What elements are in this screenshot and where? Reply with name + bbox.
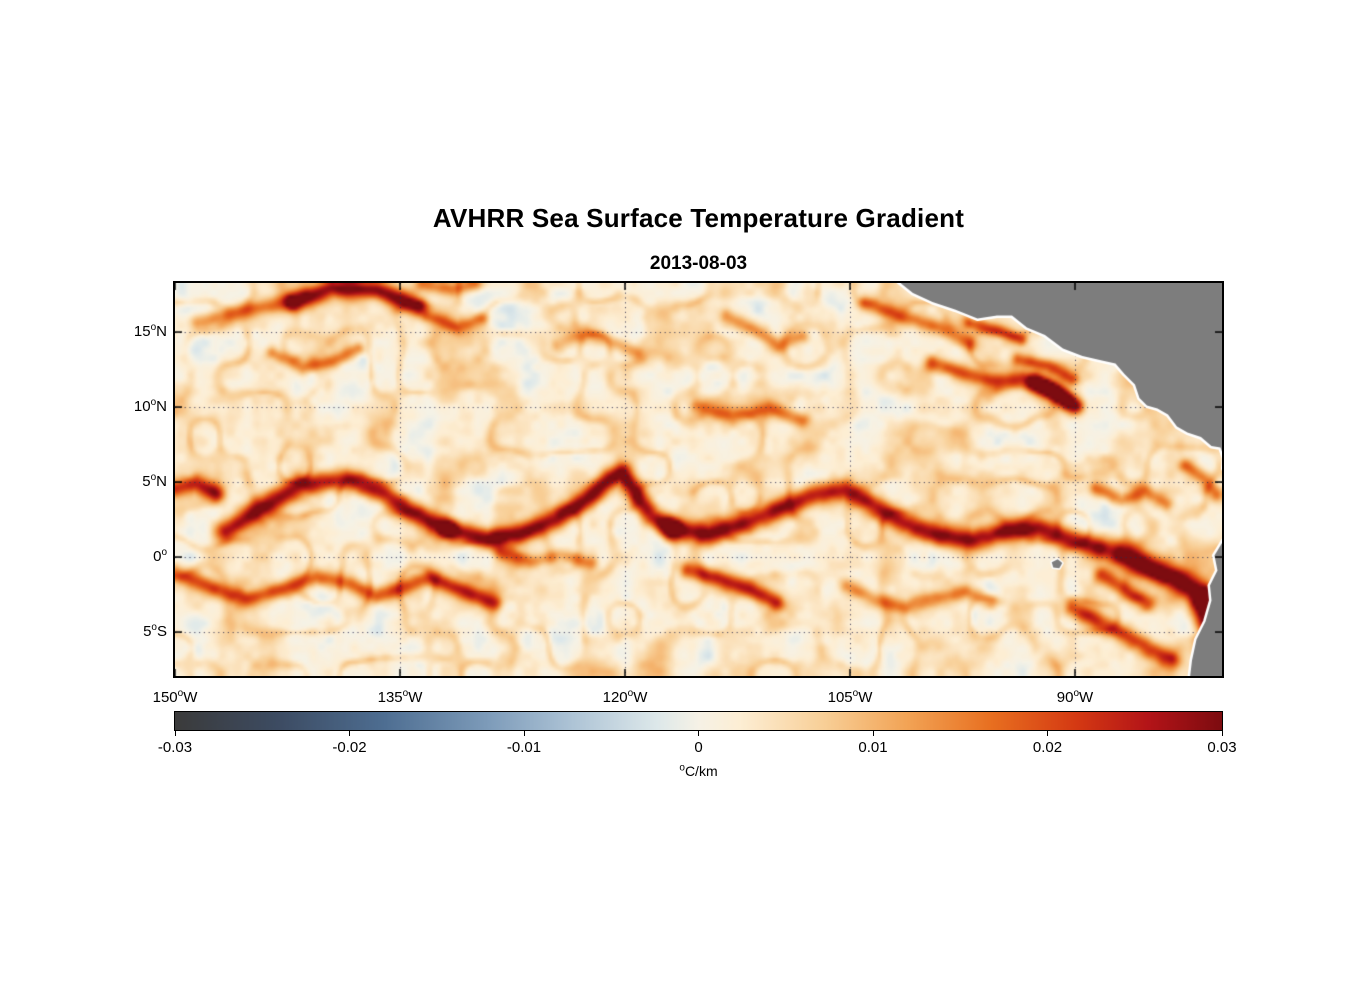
chart-subtitle: 2013-08-03 <box>649 253 748 274</box>
colorbar-tick <box>174 731 176 736</box>
colorbar-tick-label: 0.03 <box>1207 739 1237 756</box>
x-tick-label: 150oW <box>152 688 198 707</box>
colorbar-tick <box>872 731 874 736</box>
degree-sup: o <box>679 762 685 774</box>
colorbar-tick <box>1221 731 1223 736</box>
x-tick-label: 105oW <box>827 688 873 707</box>
colorbar-gradient <box>175 712 1222 730</box>
colorbar-tick-label: 0 <box>694 739 703 756</box>
unit-text: C/km <box>684 763 718 779</box>
colorbar-tick-label: -0.03 <box>157 739 193 756</box>
colorbar-tick <box>698 731 699 736</box>
y-tick-label: 10oN <box>133 397 167 416</box>
colorbar-tick <box>349 731 350 736</box>
x-tick-label: 90oW <box>1056 688 1094 707</box>
colorbar-unit-label: oC/km <box>175 763 1222 779</box>
map-canvas <box>175 283 1222 676</box>
x-tick-label: 135oW <box>377 688 423 707</box>
y-tick-label: 0o <box>153 547 167 566</box>
y-tick-label: 5oS <box>143 622 167 641</box>
chart-title: AVHRR Sea Surface Temperature Gradient <box>432 203 965 233</box>
colorbar <box>174 711 1223 731</box>
colorbar-tick-label: 0.01 <box>858 739 888 756</box>
colorbar-tick-label: -0.02 <box>332 739 367 756</box>
colorbar-tick-label: -0.01 <box>506 739 542 756</box>
map-plot-area <box>173 281 1224 678</box>
y-tick-label: 15oN <box>133 322 167 341</box>
x-tick-label: 120oW <box>602 688 648 707</box>
colorbar-tick-label: 0.02 <box>1032 739 1063 756</box>
colorbar-tick <box>523 731 525 736</box>
colorbar-tick <box>1047 731 1048 736</box>
y-tick-label: 5oN <box>142 472 167 491</box>
